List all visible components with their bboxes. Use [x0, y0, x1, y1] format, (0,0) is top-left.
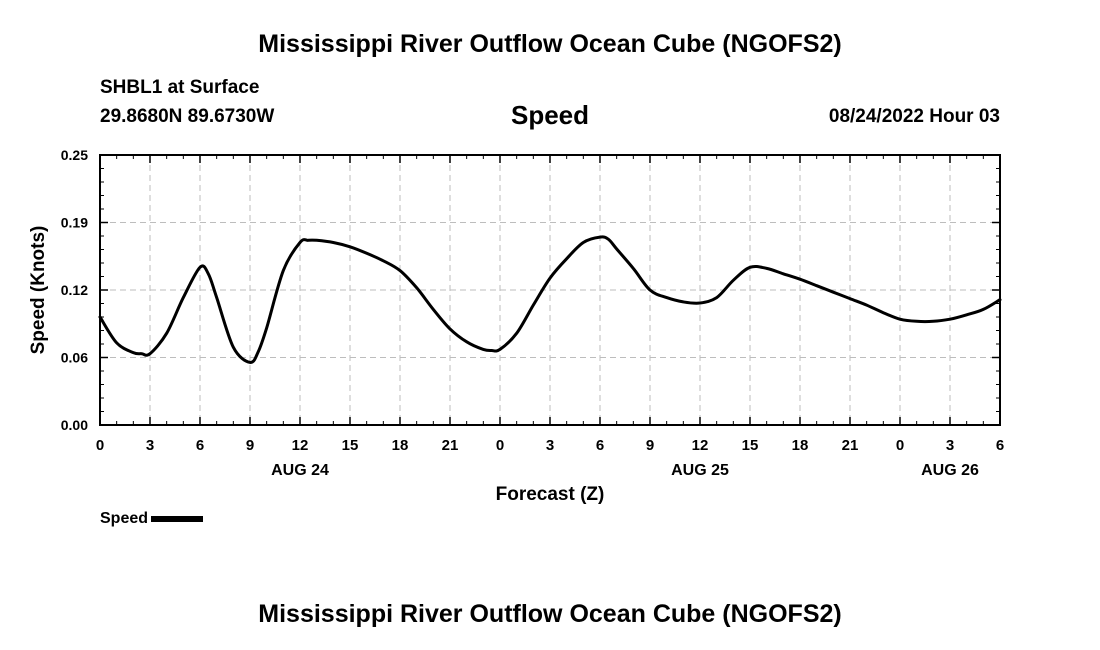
y-tick-label: 0.19 — [61, 215, 88, 231]
x-tick-label: 6 — [996, 437, 1004, 454]
x-tick-label: 15 — [742, 437, 759, 454]
x-tick-label: 3 — [546, 437, 554, 454]
x-tick-label: 3 — [946, 437, 954, 454]
y-tick-label: 0.12 — [61, 282, 88, 298]
x-tick-label: 9 — [246, 437, 254, 454]
legend: Speed — [100, 510, 204, 528]
x-tick-label: 9 — [646, 437, 654, 454]
date-label: AUG 25 — [671, 462, 729, 479]
station-label: SHBL1 at Surface — [100, 77, 260, 98]
y-axis-label: Speed (Knots) — [28, 226, 49, 355]
x-tick-label: 18 — [792, 437, 809, 454]
series-line-speed — [98, 235, 1002, 364]
x-tick-label: 0 — [96, 437, 104, 454]
footer-title: Mississippi River Outflow Ocean Cube (NG… — [258, 600, 842, 628]
x-tick-label: 18 — [392, 437, 409, 454]
forecast-datetime: 08/24/2022 Hour 03 — [828, 106, 1000, 127]
date-label: AUG 24 — [271, 462, 329, 479]
x-tick-label: 15 — [342, 437, 359, 454]
x-tick-label: 0 — [896, 437, 904, 454]
x-tick-label: 6 — [596, 437, 604, 454]
tick-labels: 0 3 6 9 12 15 18 21 0 3 6 9 12 15 18 21 0 3 6 AUG 24 AUG 25 A… — [61, 147, 1004, 479]
x-tick-label: 21 — [842, 437, 859, 454]
x-tick-label: 12 — [292, 437, 309, 454]
date-label: AUG 26 — [921, 462, 979, 479]
plot-frame — [99, 154, 1001, 426]
legend-label: Speed — [100, 510, 149, 527]
y-tick-label: 0.00 — [61, 417, 88, 433]
y-tick-label: 0.25 — [61, 147, 88, 163]
series-layer — [98, 235, 1002, 364]
chart-title: Mississippi River Outflow Ocean Cube (NG… — [258, 30, 842, 58]
x-tick-label: 6 — [196, 437, 204, 454]
grid-lines — [100, 155, 1000, 425]
x-tick-label: 0 — [496, 437, 504, 454]
legend-swatch — [151, 516, 204, 522]
x-tick-label: 21 — [442, 437, 459, 454]
variable-title: Speed — [510, 100, 590, 130]
x-tick-label: 3 — [146, 437, 154, 454]
station-coordinates: 29.8680N 89.6730W — [100, 106, 275, 127]
y-tick-label: 0.06 — [61, 350, 88, 366]
x-tick-label: 12 — [692, 437, 709, 454]
x-axis-label: Forecast (Z) — [496, 484, 605, 505]
